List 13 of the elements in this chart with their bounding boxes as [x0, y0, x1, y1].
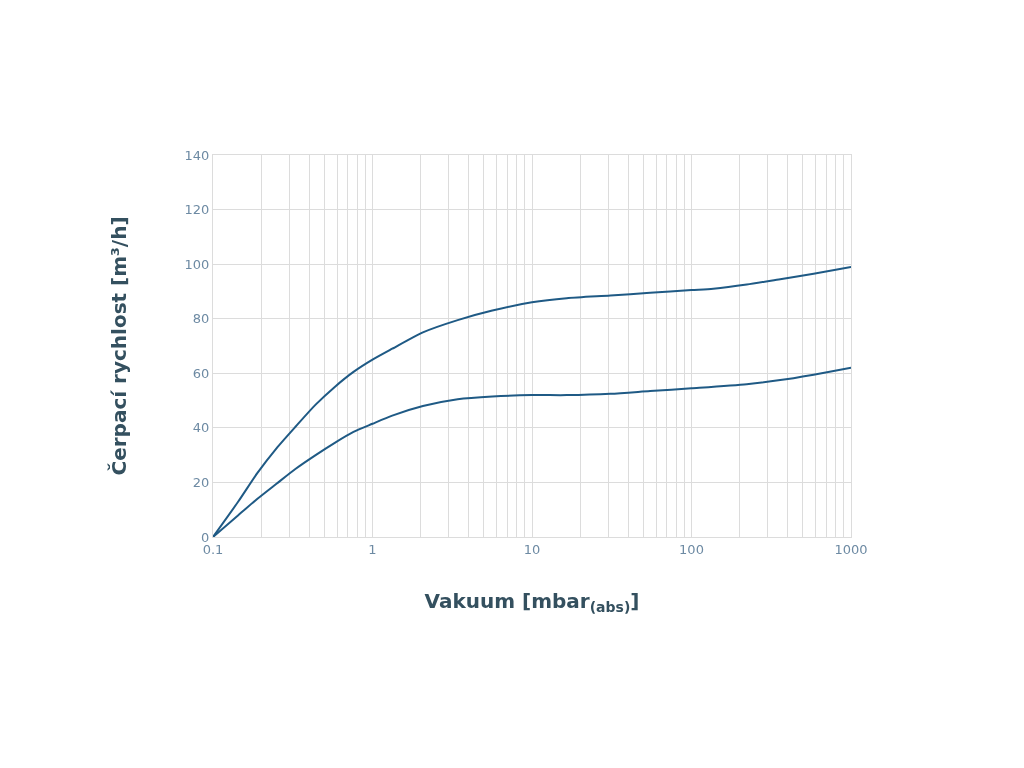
- y-tick-label: 60: [192, 365, 210, 381]
- y-tick-label: 40: [192, 420, 210, 436]
- x-tick-label: 1: [368, 541, 377, 557]
- x-tick-label: 10: [523, 541, 541, 557]
- y-tick-label: 80: [192, 311, 210, 327]
- x-axis-title: Vakuum [mbar$_{(abs)}$]: [424, 589, 640, 616]
- y-tick-label: 20: [192, 474, 210, 490]
- y-axis-title: Čerpací rychlost [m³/h]: [107, 216, 132, 476]
- x-tick-label: 1000: [834, 541, 868, 557]
- x-tick-label: 100: [679, 541, 704, 557]
- y-tick-label: 120: [184, 202, 210, 218]
- y-tick-label: 100: [184, 256, 210, 272]
- y-tick-label: 140: [184, 147, 210, 163]
